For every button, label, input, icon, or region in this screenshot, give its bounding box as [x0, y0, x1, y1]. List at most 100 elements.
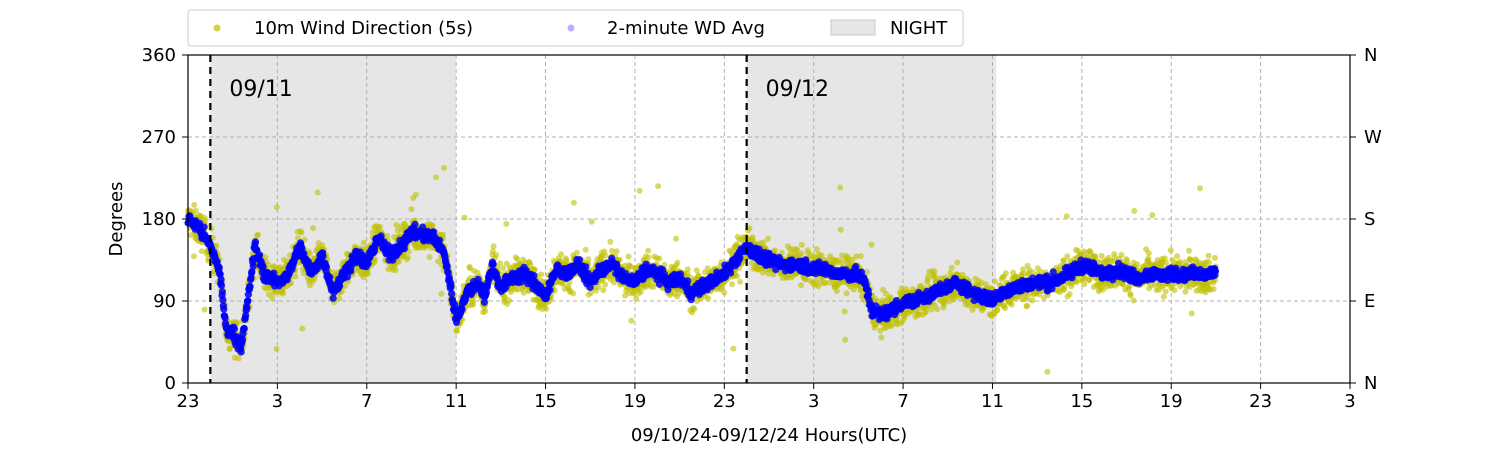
- wind-direction-point: [1162, 288, 1169, 295]
- wind-direction-point: [364, 270, 371, 277]
- wind-direction-point: [1002, 305, 1009, 312]
- wind-direction-point: [1098, 252, 1105, 259]
- wd-avg-point: [200, 223, 208, 231]
- wind-direction-point: [1134, 261, 1141, 268]
- wind-direction-point: [198, 248, 205, 255]
- wind-direction-point: [1024, 302, 1031, 309]
- wind-direction-point: [798, 282, 804, 289]
- wind-direction-point: [396, 258, 402, 265]
- wd-avg-point: [326, 273, 334, 281]
- wind-direction-point: [1167, 247, 1174, 254]
- wd-avg-point: [217, 281, 226, 289]
- wind-direction-point: [636, 187, 643, 194]
- wind-direction-point: [226, 345, 233, 352]
- wind-direction-point: [461, 214, 468, 221]
- wind-direction-point: [360, 239, 367, 246]
- wind-direction-point: [841, 308, 848, 315]
- wind-direction-point: [520, 289, 527, 296]
- wd-avg-point: [270, 269, 278, 277]
- wind-direction-point: [1182, 288, 1189, 295]
- wind-direction-point: [527, 261, 534, 268]
- wd-avg-point: [230, 325, 239, 333]
- wind-direction-point: [299, 325, 306, 332]
- wind-direction-point: [838, 260, 845, 267]
- wd-avg-point: [215, 263, 223, 271]
- wind-direction-point: [798, 250, 805, 257]
- wind-direction-point: [853, 253, 860, 260]
- wind-direction-point: [833, 288, 840, 294]
- wind-direction-point: [813, 246, 820, 253]
- wind-direction-point: [733, 273, 740, 280]
- wind-direction-point: [611, 279, 618, 286]
- wind-direction-point: [441, 164, 448, 171]
- wd-avg-point: [240, 324, 248, 333]
- wd-avg-point: [489, 260, 497, 268]
- wd-avg-point: [238, 337, 247, 345]
- wd-avg-point: [329, 294, 337, 302]
- wind-direction-point: [729, 281, 736, 288]
- wind-direction-point: [372, 256, 379, 263]
- wind-direction-point: [798, 241, 805, 248]
- wd-avg-point: [447, 282, 455, 291]
- wind-direction-point: [1163, 259, 1169, 266]
- wind-direction-point: [1024, 294, 1031, 301]
- wind-direction-point: [878, 334, 885, 341]
- wind-direction-point: [538, 271, 545, 278]
- wind-direction-point: [262, 254, 269, 261]
- wind-direction-point: [992, 278, 999, 285]
- wd-avg-point: [219, 296, 227, 304]
- wind-direction-point: [582, 246, 589, 253]
- wd-avg-point: [216, 270, 224, 278]
- wind-direction-point: [613, 248, 620, 255]
- wind-direction-point: [595, 283, 602, 290]
- wind-direction-point: [503, 220, 510, 227]
- wind-direction-point: [704, 265, 711, 272]
- wind-direction-point: [1160, 293, 1167, 300]
- wind-direction-point: [279, 290, 286, 297]
- wind-direction-point: [1212, 254, 1218, 261]
- wind-direction-point: [404, 254, 411, 261]
- wind-direction-point: [273, 345, 280, 352]
- wind-direction-point: [1066, 291, 1073, 298]
- wd-avg-point: [220, 305, 228, 313]
- wind-direction-point: [934, 306, 941, 313]
- wind-direction-point: [298, 229, 305, 236]
- wind-direction-point: [602, 252, 609, 259]
- wind-direction-point: [1063, 213, 1070, 220]
- wd-avg-point: [482, 288, 491, 296]
- wd-avg-point: [655, 280, 664, 288]
- wind-direction-point: [392, 267, 399, 274]
- wind-direction-point: [255, 231, 261, 238]
- wind-direction-point: [1008, 301, 1015, 308]
- wind-direction-point: [393, 222, 400, 228]
- wind-direction-point: [433, 174, 439, 181]
- wd-avg-point: [243, 304, 251, 312]
- wind-direction-point: [377, 223, 383, 230]
- wind-direction-point: [693, 267, 700, 274]
- wind-direction-point: [1127, 292, 1134, 299]
- wind-direction-point: [559, 280, 566, 287]
- wind-direction-point: [570, 199, 577, 206]
- wind-direction-point: [1029, 269, 1036, 276]
- wind-direction-point: [1205, 252, 1212, 259]
- wind-direction-point: [426, 254, 433, 261]
- wd-avg-point: [217, 275, 225, 283]
- wind-direction-point: [341, 283, 348, 290]
- wd-avg-point: [249, 262, 257, 270]
- wd-avg-point: [451, 301, 459, 309]
- wind-direction-point: [543, 305, 550, 312]
- wind-direction-point: [842, 336, 849, 343]
- wind-direction-point: [1187, 257, 1194, 264]
- wind-direction-point: [273, 204, 280, 211]
- wd-avg-point: [255, 251, 264, 259]
- wind-direction-point: [721, 289, 728, 296]
- wd-avg-point: [364, 260, 372, 268]
- wd-avg-point: [242, 311, 250, 320]
- wind-direction-point: [948, 264, 955, 271]
- wind-direction-point: [394, 227, 401, 234]
- wind-direction-point: [602, 281, 609, 288]
- wind-direction-point: [497, 260, 504, 267]
- wind-direction-point: [454, 328, 460, 335]
- wind-direction-point: [794, 246, 800, 253]
